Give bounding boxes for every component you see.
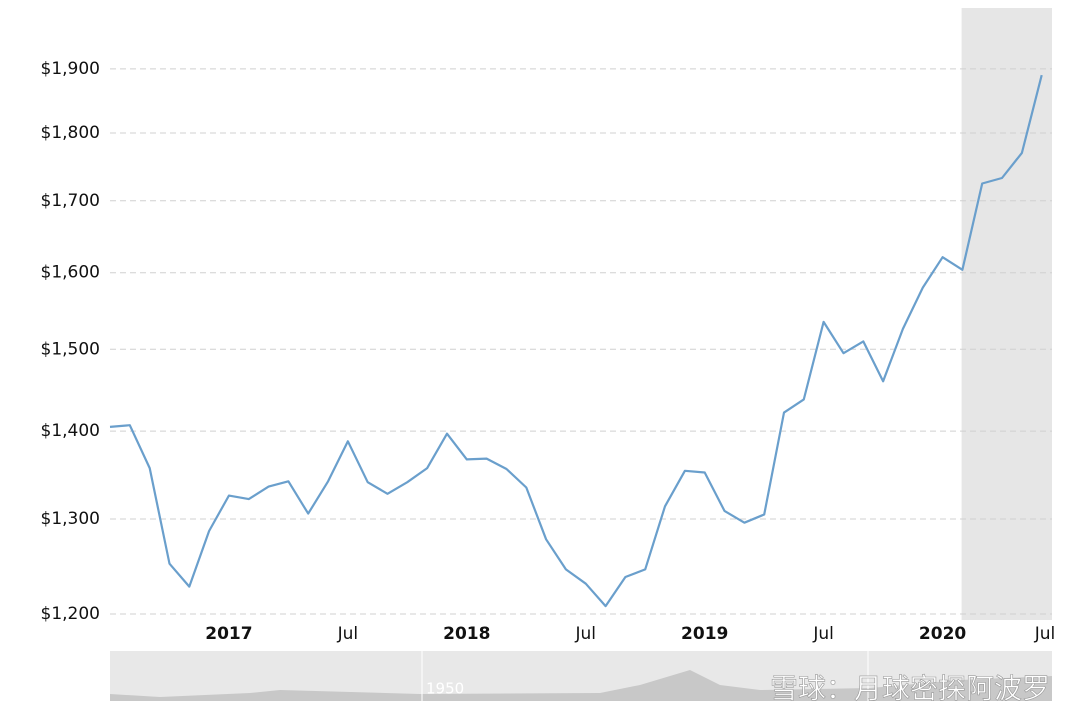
x-year-label: 2019 — [681, 624, 728, 644]
x-year-label: 2018 — [443, 624, 490, 644]
x-tick-label: Jul — [812, 624, 834, 644]
y-tick-label: $1,700 — [41, 191, 100, 211]
y-tick-label: $1,300 — [41, 509, 100, 529]
x-tick-label: Jul — [1034, 624, 1056, 644]
y-tick-label: $1,500 — [41, 339, 100, 359]
y-tick-label: $1,900 — [41, 59, 100, 79]
y-tick-label: $1,600 — [41, 263, 100, 283]
navigator-label: 1950 — [426, 680, 464, 698]
x-tick-label: Jul — [574, 624, 596, 644]
navigator-area — [110, 670, 1052, 701]
y-tick-label: $1,200 — [41, 604, 100, 624]
x-year-label: 2017 — [205, 624, 252, 644]
price-line — [109, 74, 1043, 608]
x-year-label: 2020 — [919, 624, 966, 644]
y-tick-label: $1,800 — [41, 123, 100, 143]
y-tick-label: $1,400 — [41, 421, 100, 441]
x-tick-label: Jul — [337, 624, 359, 644]
shaded-region — [961, 8, 1052, 620]
watermark: 雪球：月球密探阿波罗 — [770, 672, 1050, 705]
